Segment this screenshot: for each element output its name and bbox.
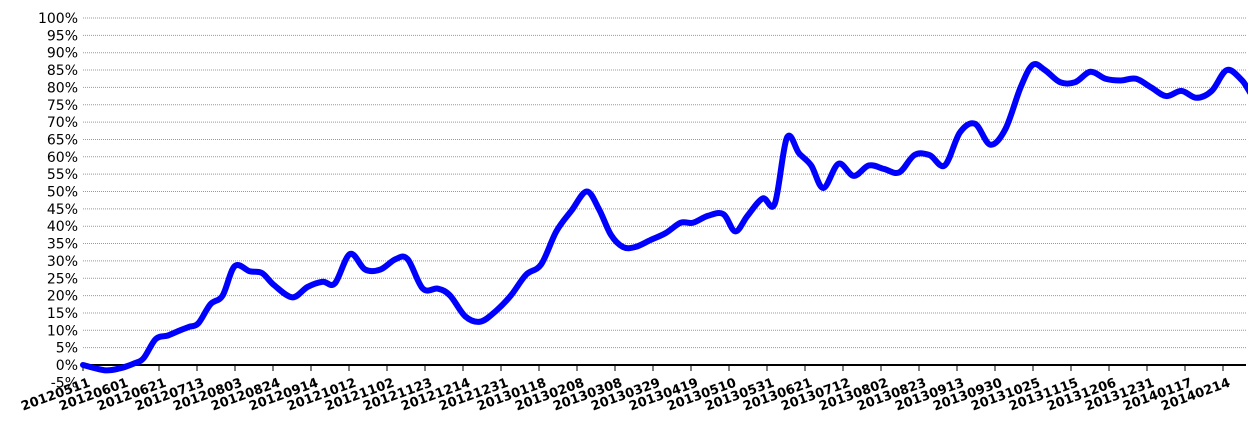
y-tick-label: 85% (47, 63, 78, 79)
y-tick-label: 10% (47, 323, 78, 339)
y-axis-ticks: 100%95% 90%85%80% 75%70%65% 60%55% 50%45%40%… (38, 11, 78, 391)
y-tick-label: 70% (47, 115, 78, 131)
y-tick-label: 90% (47, 46, 78, 62)
y-tick-label: 35% (47, 237, 78, 253)
x-axis-ticks: 2012051120120601201206212012071320120803… (19, 365, 1232, 415)
y-tick-label: 60% (47, 150, 78, 166)
y-tick-label: 80% (47, 80, 78, 96)
y-tick-label: 15% (47, 306, 78, 322)
y-tick-label: 30% (47, 254, 78, 270)
series-line (80, 61, 1248, 374)
y-tick-label: 55% (47, 167, 78, 183)
y-tick-label: 25% (47, 271, 78, 287)
series-group (80, 61, 1248, 374)
y-tick-label: 0% (56, 358, 78, 374)
y-tick-label: 100% (38, 11, 78, 27)
y-tick-label: 95% (47, 28, 78, 44)
y-tick-label: 65% (47, 132, 78, 148)
y-tick-label: -5% (51, 375, 78, 391)
y-tick-label: 50% (47, 185, 78, 201)
y-tick-label: 40% (47, 219, 78, 235)
y-tick-label: 20% (47, 289, 78, 305)
y-tick-label: 5% (56, 341, 78, 357)
gridlines (83, 17, 1246, 349)
y-tick-label: 45% (47, 202, 78, 218)
y-tick-label: 75% (47, 98, 78, 114)
